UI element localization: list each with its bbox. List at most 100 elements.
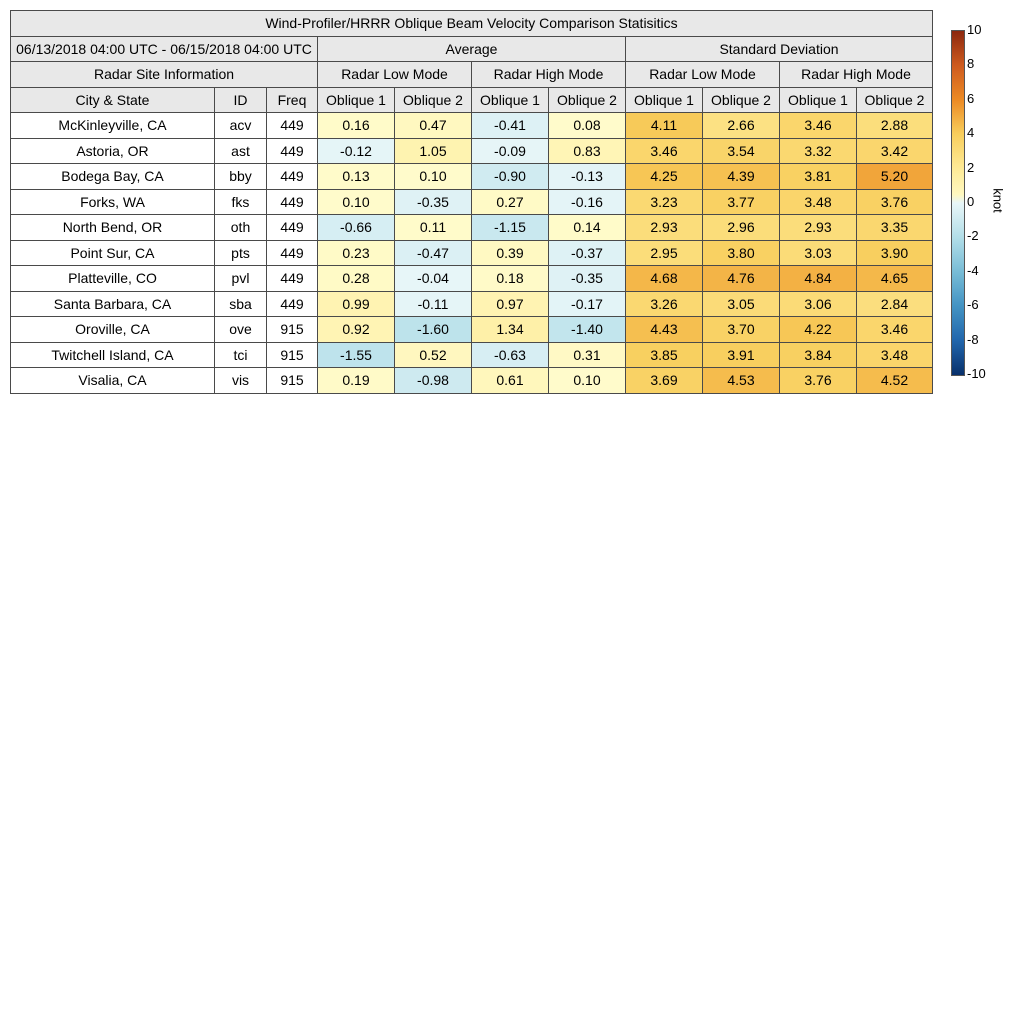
oblique-2-header: Oblique 2 <box>548 86 626 113</box>
value-cell: 0.92 <box>317 316 395 343</box>
value-cell: 0.99 <box>317 290 395 317</box>
avg-high-mode-header: Radar High Mode <box>471 61 626 88</box>
value-cell: 4.11 <box>625 112 703 139</box>
column-header-row: City & State ID Freq Oblique 1 Oblique 2… <box>10 86 933 113</box>
id-cell: ast <box>214 137 267 164</box>
city-cell: Visalia, CA <box>10 367 215 394</box>
city-cell: Bodega Bay, CA <box>10 163 215 190</box>
value-cell: 0.16 <box>317 112 395 139</box>
freq-cell: 915 <box>266 367 318 394</box>
value-cell: 3.70 <box>702 316 780 343</box>
table-row: Oroville, CA ove 915 0.92 -1.60 1.34 -1.40 4.43… <box>10 316 933 343</box>
city-cell: McKinleyville, CA <box>10 112 215 139</box>
value-cell: 3.76 <box>779 367 857 394</box>
value-cell: 0.13 <box>317 163 395 190</box>
table-title: Wind-Profiler/HRRR Oblique Beam Velocity… <box>10 10 933 37</box>
value-cell: 2.93 <box>625 214 703 241</box>
id-cell: pts <box>214 239 267 266</box>
average-group-header: Average <box>317 35 626 62</box>
value-cell: -0.35 <box>548 265 626 292</box>
value-cell: -0.41 <box>471 112 549 139</box>
colorbar-tick-label: 2 <box>967 159 975 175</box>
oblique-2-header: Oblique 2 <box>702 86 780 113</box>
city-cell: Twitchell Island, CA <box>10 341 215 368</box>
value-cell: 1.34 <box>471 316 549 343</box>
table-row: McKinleyville, CA acv 449 0.16 0.47 -0.41 0.08… <box>10 112 933 139</box>
value-cell: -0.09 <box>471 137 549 164</box>
value-cell: 3.54 <box>702 137 780 164</box>
std-low-mode-header: Radar Low Mode <box>625 61 780 88</box>
value-cell: -0.12 <box>317 137 395 164</box>
value-cell: 2.84 <box>856 290 933 317</box>
colorbar-tick-label: 0 <box>967 194 975 209</box>
value-cell: 3.85 <box>625 341 703 368</box>
id-column-header: ID <box>214 86 267 113</box>
value-cell: 4.65 <box>856 265 933 292</box>
value-cell: -0.13 <box>548 163 626 190</box>
freq-cell: 449 <box>266 239 318 266</box>
id-cell: oth <box>214 214 267 241</box>
colorbar-tick-label: -10 <box>967 366 986 381</box>
date-range: 06/13/2018 04:00 UTC - 06/15/2018 04:00 … <box>10 35 318 62</box>
table-row: Forks, WA fks 449 0.10 -0.35 0.27 -0.16 3.23 3.7… <box>10 188 933 215</box>
freq-column-header: Freq <box>266 86 318 113</box>
table-row: Twitchell Island, CA tci 915 -1.55 0.52 -0.63… <box>10 341 933 368</box>
city-cell: Oroville, CA <box>10 316 215 343</box>
value-cell: 0.10 <box>317 188 395 215</box>
colorbar-tick-label: 10 <box>967 22 982 37</box>
value-cell: 3.06 <box>779 290 857 317</box>
value-cell: 0.10 <box>548 367 626 394</box>
mode-row: Radar Site Information Radar Low Mode Ra… <box>10 61 933 88</box>
value-cell: 4.84 <box>779 265 857 292</box>
city-cell: Santa Barbara, CA <box>10 290 215 317</box>
value-cell: 3.05 <box>702 290 780 317</box>
freq-cell: 449 <box>266 137 318 164</box>
oblique-1-header: Oblique 1 <box>779 86 857 113</box>
std-high-mode-header: Radar High Mode <box>779 61 933 88</box>
value-cell: 0.14 <box>548 214 626 241</box>
value-cell: 3.90 <box>856 239 933 266</box>
value-cell: -0.11 <box>394 290 472 317</box>
site-info-header: Radar Site Information <box>10 61 318 88</box>
value-cell: -0.04 <box>394 265 472 292</box>
value-cell: -0.47 <box>394 239 472 266</box>
value-cell: 5.20 <box>856 163 933 190</box>
value-cell: 0.83 <box>548 137 626 164</box>
value-cell: 4.22 <box>779 316 857 343</box>
id-cell: sba <box>214 290 267 317</box>
colorbar-unit-label: knot <box>990 188 1006 213</box>
id-cell: fks <box>214 188 267 215</box>
table-row: Point Sur, CA pts 449 0.23 -0.47 0.39 -0.37 2.9… <box>10 239 933 266</box>
id-cell: bby <box>214 163 267 190</box>
value-cell: 0.18 <box>471 265 549 292</box>
freq-cell: 449 <box>266 188 318 215</box>
freq-cell: 449 <box>266 163 318 190</box>
freq-cell: 449 <box>266 265 318 292</box>
value-cell: 3.46 <box>779 112 857 139</box>
freq-cell: 915 <box>266 341 318 368</box>
value-cell: 4.43 <box>625 316 703 343</box>
value-cell: 4.39 <box>702 163 780 190</box>
freq-cell: 915 <box>266 316 318 343</box>
value-cell: -0.63 <box>471 341 549 368</box>
oblique-1-header: Oblique 1 <box>625 86 703 113</box>
oblique-1-header: Oblique 1 <box>317 86 395 113</box>
value-cell: 3.32 <box>779 137 857 164</box>
value-cell: 0.39 <box>471 239 549 266</box>
value-cell: 0.28 <box>317 265 395 292</box>
value-cell: 3.35 <box>856 214 933 241</box>
value-cell: 0.61 <box>471 367 549 394</box>
avg-low-mode-header: Radar Low Mode <box>317 61 472 88</box>
value-cell: 2.88 <box>856 112 933 139</box>
std-group-header: Standard Deviation <box>625 35 933 62</box>
value-cell: 0.19 <box>317 367 395 394</box>
table-row: Platteville, CO pvl 449 0.28 -0.04 0.18 -0.35 4… <box>10 265 933 292</box>
table-row: Astoria, OR ast 449 -0.12 1.05 -0.09 0.83 3.46 3… <box>10 137 933 164</box>
oblique-2-header: Oblique 2 <box>856 86 933 113</box>
value-cell: -0.16 <box>548 188 626 215</box>
title-row: Wind-Profiler/HRRR Oblique Beam Velocity… <box>10 10 933 37</box>
value-cell: -0.37 <box>548 239 626 266</box>
value-cell: 3.26 <box>625 290 703 317</box>
city-column-header: City & State <box>10 86 215 113</box>
colorbar-tick-label: 8 <box>967 56 975 72</box>
